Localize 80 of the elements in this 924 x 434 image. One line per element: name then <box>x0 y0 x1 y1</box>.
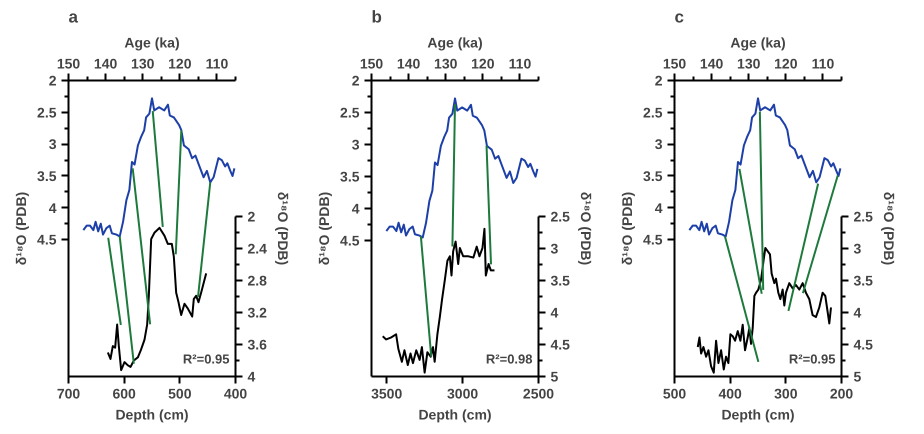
x2-tick-label: 110 <box>812 56 834 72</box>
x-tick-label: 600 <box>112 386 136 402</box>
x2-tick-label: 140 <box>396 56 421 72</box>
y2-tick-label: 3.6 <box>248 336 268 353</box>
x2-axis-title: Age (ka) <box>427 34 483 50</box>
x2-tick-label: 140 <box>94 56 118 72</box>
x2-tick-label: 140 <box>700 56 724 72</box>
y-axis-title: δ¹⁸O (PDB) <box>619 192 636 266</box>
y2-tick-label: 2.5 <box>550 208 570 225</box>
y-tick-label: 4.5 <box>643 232 663 248</box>
y-tick-label: 3.5 <box>340 168 360 185</box>
y2-tick-label: 3 <box>550 240 558 257</box>
x2-tick-label: 150 <box>56 56 80 72</box>
x-tick-label: 400 <box>224 386 248 402</box>
y2-axis-title: δ¹⁸O (PDB) <box>578 192 594 266</box>
annotation: R²=0.98 <box>486 352 533 366</box>
y2-tick-label: 3.2 <box>248 304 268 321</box>
x2-axis-title: Age (ka) <box>124 34 180 50</box>
x2-tick-label: 120 <box>168 56 192 72</box>
x2-tick-label: 110 <box>206 56 228 72</box>
y-tick-label: 3 <box>654 136 663 152</box>
y2-tick-label: 2.4 <box>248 240 268 257</box>
x-tick-label: 2500 <box>522 386 554 402</box>
y2-tick-label: 3 <box>854 240 862 257</box>
y-tick-label: 2.5 <box>37 104 57 120</box>
x-tick-label: 300 <box>774 386 798 402</box>
x-tick-label: 3500 <box>371 386 402 402</box>
y2-tick-label: 4 <box>550 304 558 321</box>
y2-tick-label: 4.5 <box>854 336 874 353</box>
x-axis-title: Depth (cm) <box>115 406 189 422</box>
x2-tick-label: 130 <box>737 56 761 72</box>
x2-tick-label: 150 <box>360 56 384 72</box>
x2-tick-label: 130 <box>434 56 458 72</box>
x-tick-label: 500 <box>662 386 686 402</box>
y-tick-label: 2 <box>352 72 360 88</box>
y2-tick-label: 3.5 <box>854 272 874 289</box>
y2-tick-label: 2.8 <box>248 272 268 289</box>
y-tick-label: 4.5 <box>37 232 57 248</box>
x-tick-label: 500 <box>168 386 192 402</box>
x-tick-label: 400 <box>718 386 742 402</box>
x-tick-label: 3000 <box>447 386 478 402</box>
y-tick-label: 4 <box>654 200 663 216</box>
y2-axis-title: δ¹⁸O (PDB) <box>274 192 291 266</box>
x2-tick-label: 120 <box>471 56 495 72</box>
y2-tick-label: 4.5 <box>550 336 570 353</box>
x2-tick-label: 110 <box>508 56 532 72</box>
y2-tick-label: 5 <box>550 368 558 384</box>
chart-title: c <box>674 8 684 26</box>
y-tick-label: 4 <box>352 200 360 217</box>
y-tick-label: 2.5 <box>643 104 663 120</box>
y-tick-label: 3 <box>352 136 360 153</box>
y2-tick-label: 2 <box>248 208 256 225</box>
x-tick-label: 200 <box>830 386 854 402</box>
x-axis-title: Depth (cm) <box>721 406 795 422</box>
y-axis-title: δ¹⁸O (PDB) <box>13 192 30 266</box>
y-tick-label: 2 <box>48 72 57 88</box>
y2-tick-label: 4 <box>854 304 862 321</box>
y-tick-label: 2 <box>654 72 663 88</box>
y-axis-title: δ¹⁸O (PDB) <box>316 192 332 266</box>
y2-tick-label: 4 <box>248 368 256 384</box>
x2-tick-label: 150 <box>662 56 686 72</box>
y-tick-label: 3 <box>48 136 57 152</box>
x2-tick-label: 130 <box>131 56 155 72</box>
y-tick-label: 2.5 <box>340 104 360 121</box>
x-axis-title: Depth (cm) <box>418 406 492 422</box>
x2-tick-label: 120 <box>774 56 798 72</box>
annotation: R²=0.95 <box>788 352 836 366</box>
y2-tick-label: 3.5 <box>550 272 570 289</box>
chart-title: a <box>68 8 78 26</box>
chart-title: b <box>372 8 382 26</box>
y-tick-label: 4.5 <box>340 232 360 249</box>
y-tick-label: 3.5 <box>643 168 663 184</box>
annotation: R²=0.95 <box>182 352 230 366</box>
y2-axis-title: δ¹⁸O (PDB) <box>880 192 897 266</box>
x2-axis-title: Age (ka) <box>730 34 786 50</box>
x-tick-label: 700 <box>56 386 80 402</box>
y2-tick-label: 2.5 <box>854 208 874 225</box>
y2-tick-label: 5 <box>854 368 862 384</box>
y-tick-label: 3.5 <box>37 168 57 184</box>
y-tick-label: 4 <box>48 200 57 216</box>
